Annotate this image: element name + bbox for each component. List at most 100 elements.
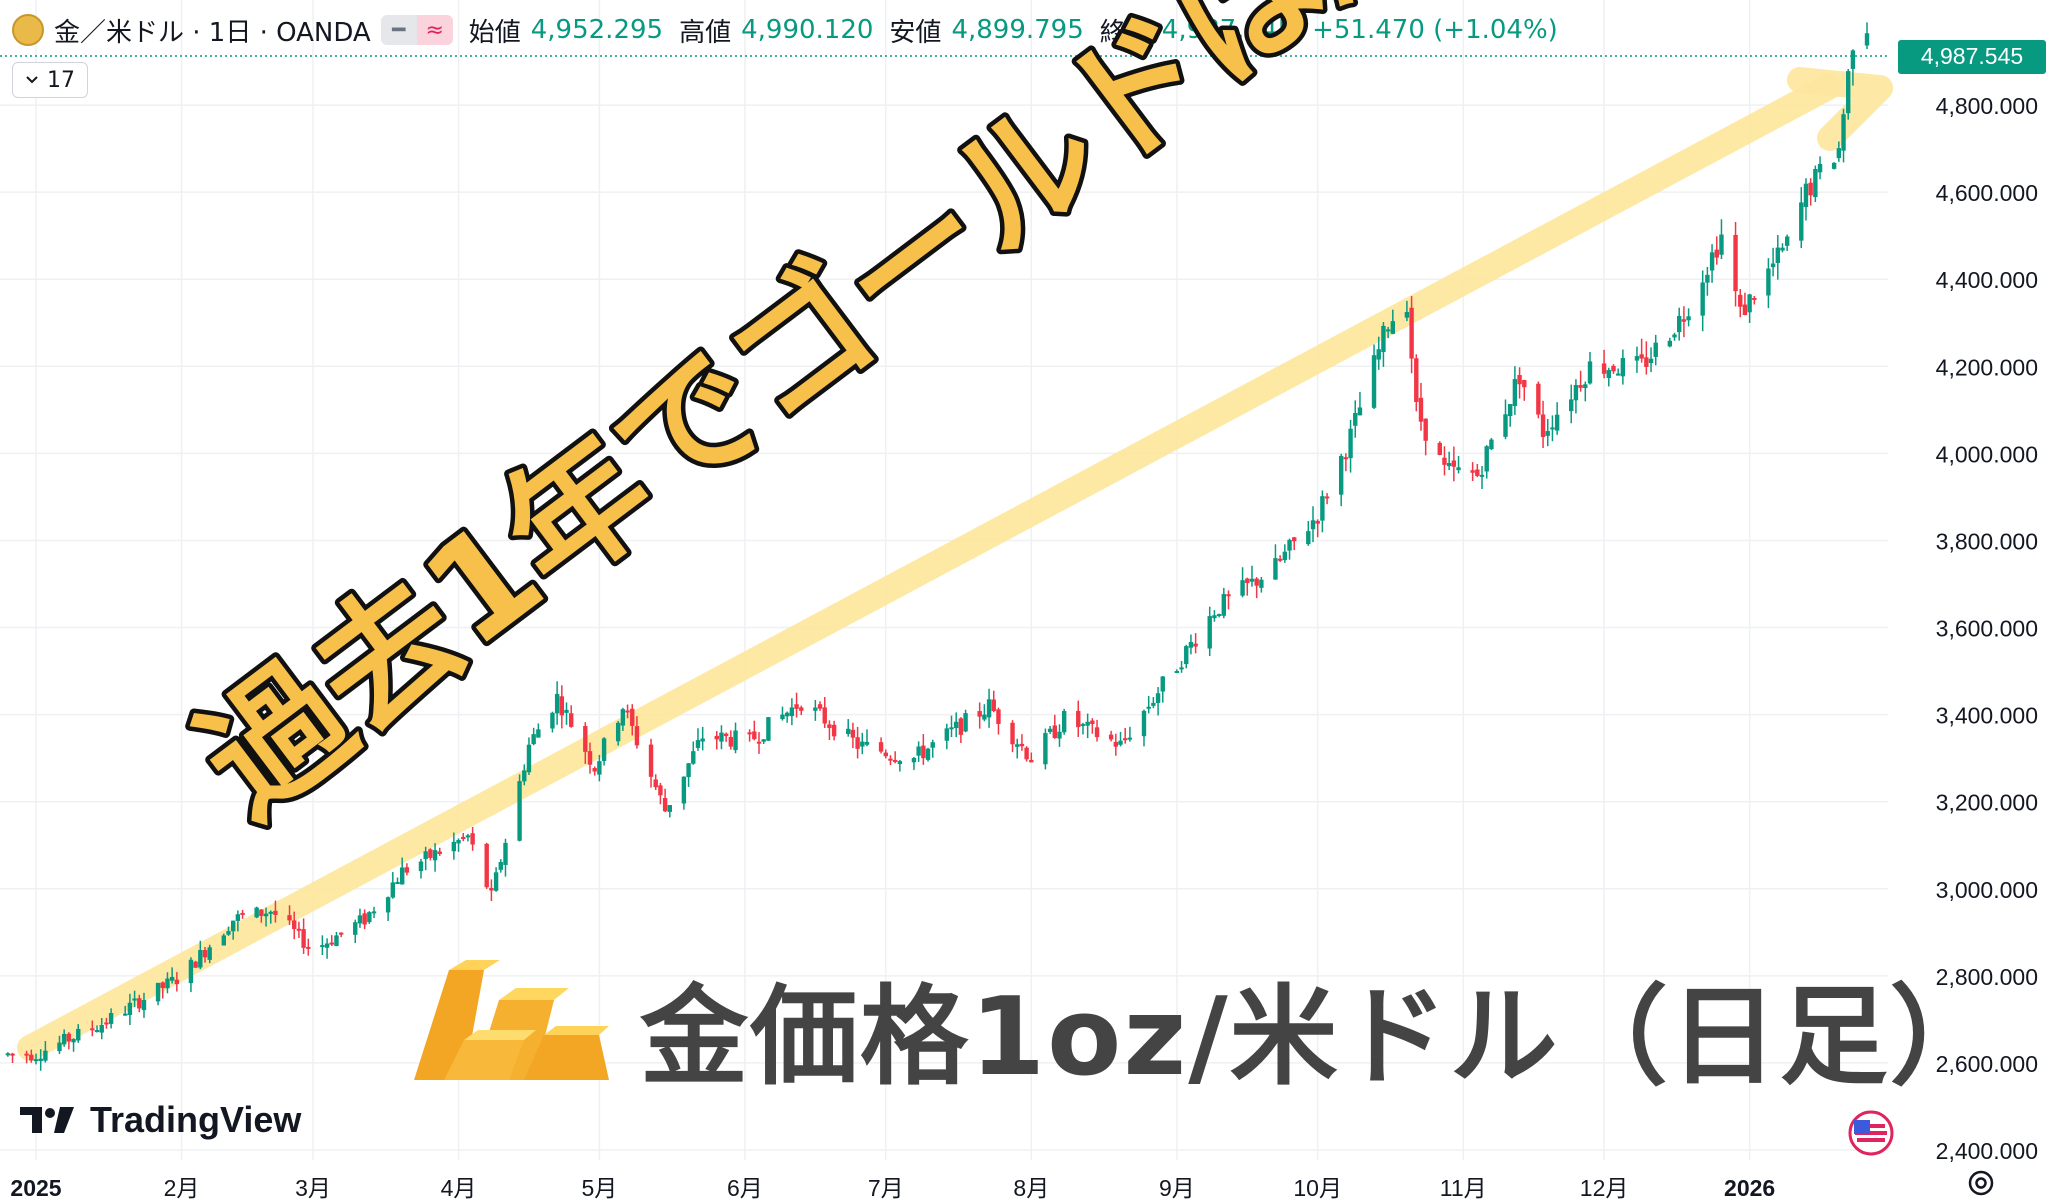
- candle: [1357, 391, 1363, 416]
- candle-body: [1451, 460, 1457, 467]
- candle: [921, 734, 926, 765]
- candle: [141, 992, 147, 1018]
- candle-body: [1831, 162, 1837, 169]
- candle-body: [766, 717, 771, 741]
- candle-body: [188, 959, 194, 984]
- candle-body: [1057, 731, 1062, 739]
- settings-gear-icon[interactable]: [1964, 1166, 1998, 1200]
- us-flag-icon[interactable]: [1848, 1110, 1894, 1156]
- change-value: +51.470 (+1.04%): [1312, 15, 1558, 45]
- candle-body: [418, 861, 424, 872]
- candle: [1273, 544, 1278, 580]
- price-tick-label: 4,200.000: [1936, 354, 2038, 380]
- candle: [1353, 400, 1358, 438]
- candle: [667, 805, 673, 818]
- candle: [916, 741, 921, 762]
- candle-body: [1775, 247, 1780, 264]
- candle: [850, 722, 856, 749]
- candle: [1545, 418, 1550, 447]
- candle: [1864, 22, 1870, 50]
- candle: [1742, 292, 1748, 316]
- candle-body: [1554, 414, 1560, 431]
- symbol-title[interactable]: 金／米ドル · 1日 · OANDA: [54, 17, 371, 48]
- chart-mode-toggle[interactable]: ━ ≈: [380, 15, 453, 45]
- candle-body: [1864, 33, 1870, 46]
- candle-body: [878, 742, 884, 752]
- candle-body: [1249, 578, 1255, 582]
- candle: [1160, 676, 1165, 703]
- price-tick-label: 3,000.000: [1936, 877, 2038, 903]
- candle: [648, 738, 654, 788]
- candle: [404, 863, 410, 876]
- candle-body: [634, 726, 640, 746]
- candle-body: [1108, 734, 1114, 740]
- candle: [99, 1018, 104, 1040]
- candle-body: [1338, 455, 1344, 495]
- candle-body: [108, 1013, 114, 1024]
- candle-body: [385, 897, 391, 913]
- candle-body: [986, 699, 992, 718]
- candle-body: [1503, 414, 1508, 437]
- candle: [925, 747, 931, 762]
- candle: [1747, 293, 1752, 323]
- candle-body: [1381, 325, 1386, 353]
- candle: [1489, 437, 1494, 451]
- candle-body: [827, 724, 832, 729]
- candle-body: [1282, 551, 1288, 561]
- candle: [1733, 221, 1738, 307]
- candle-body: [1686, 316, 1691, 321]
- candle: [1719, 219, 1724, 260]
- indicator-toggle-button[interactable]: 17: [12, 62, 88, 98]
- candle: [353, 919, 358, 944]
- candle: [33, 1053, 39, 1065]
- candle: [1320, 490, 1325, 533]
- minus-icon[interactable]: ━: [380, 15, 417, 45]
- candle-body: [1310, 520, 1316, 530]
- candle: [536, 723, 541, 738]
- candle-body: [235, 914, 241, 921]
- candle: [1047, 725, 1053, 734]
- candle-body: [1324, 496, 1330, 499]
- candle: [1245, 577, 1250, 596]
- candle: [334, 931, 339, 947]
- candle-body: [860, 741, 865, 747]
- candle-body: [1024, 747, 1029, 760]
- candle: [1752, 295, 1757, 305]
- candle: [554, 681, 560, 725]
- candle: [1620, 349, 1626, 385]
- candle: [531, 727, 536, 746]
- candle-body: [29, 1054, 34, 1061]
- candle-body: [559, 696, 565, 716]
- candle-body: [43, 1050, 48, 1061]
- candle-body: [601, 738, 607, 761]
- candle: [357, 908, 363, 928]
- candle: [108, 1008, 114, 1029]
- candle: [155, 982, 161, 1006]
- candle: [1672, 332, 1677, 341]
- candle: [1324, 493, 1330, 505]
- candle: [1259, 576, 1264, 593]
- candle-body: [1522, 380, 1527, 388]
- candle: [207, 944, 212, 964]
- candle: [963, 709, 968, 733]
- candle-body: [1390, 321, 1396, 334]
- candle-body: [1292, 537, 1297, 542]
- candle: [911, 756, 917, 770]
- candle-body: [1784, 236, 1790, 246]
- candle-body: [1418, 397, 1424, 422]
- price-axis: 2,400.000 2,600.000 2,800.000 3,000.000 3,20…: [1936, 93, 2038, 1164]
- candle-body: [66, 1033, 72, 1042]
- candle-body: [1015, 744, 1020, 747]
- candle-body: [461, 837, 466, 840]
- approx-icon[interactable]: ≈: [416, 15, 453, 45]
- candle: [1216, 613, 1222, 618]
- candle: [1277, 555, 1283, 563]
- candle: [944, 723, 950, 750]
- candle-body: [324, 943, 330, 948]
- candle-body: [1677, 315, 1682, 333]
- candle: [188, 957, 194, 993]
- candle-body: [320, 945, 325, 948]
- price-tick-label: 4,600.000: [1936, 180, 2038, 206]
- candle-body: [996, 709, 1001, 724]
